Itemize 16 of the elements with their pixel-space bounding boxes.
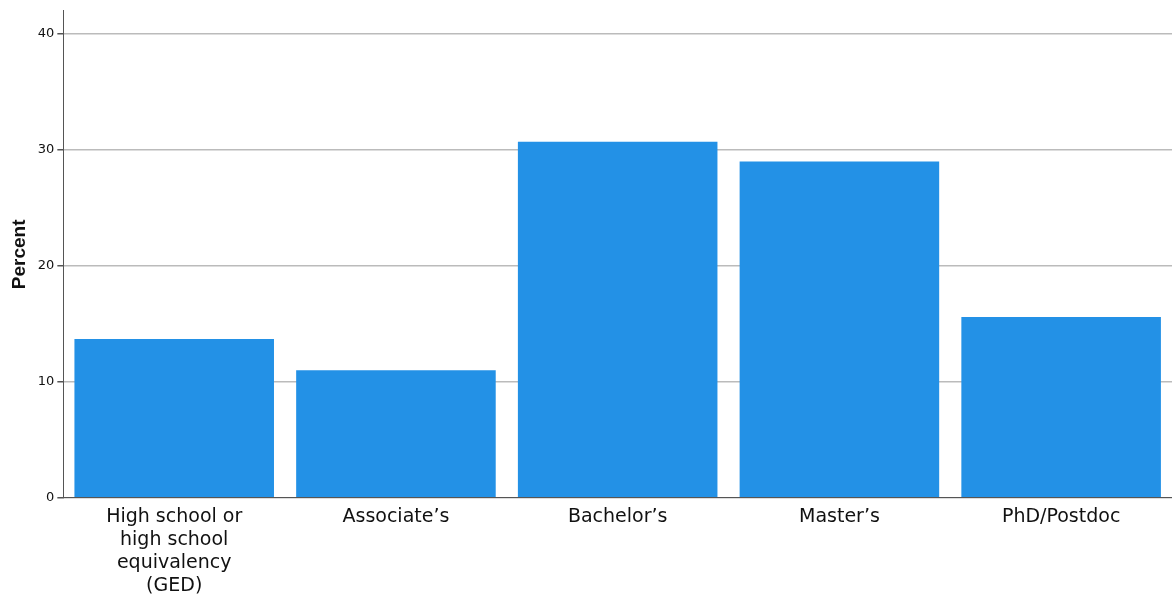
x-tick-label: Master’s: [798, 504, 880, 527]
x-tick-label: PhD/Postdoc: [1001, 504, 1121, 527]
y-axis-title: Percent: [7, 218, 29, 290]
y-tick-label: 40: [37, 25, 55, 41]
bar: [74, 338, 274, 498]
y-tick-label: 0: [46, 489, 55, 505]
bar: [296, 370, 496, 498]
bar: [517, 141, 718, 498]
x-tick-label: Bachelor’s: [567, 504, 668, 527]
y-tick-label: 20: [37, 257, 55, 273]
y-tick-label: 30: [37, 141, 55, 157]
bar: [961, 316, 1161, 498]
bar: [739, 161, 940, 498]
x-tick-label: Associate’s: [342, 504, 450, 527]
y-tick-label: 10: [37, 373, 55, 389]
x-tick-label: High school or high school equivalency (GED): [106, 504, 243, 595]
